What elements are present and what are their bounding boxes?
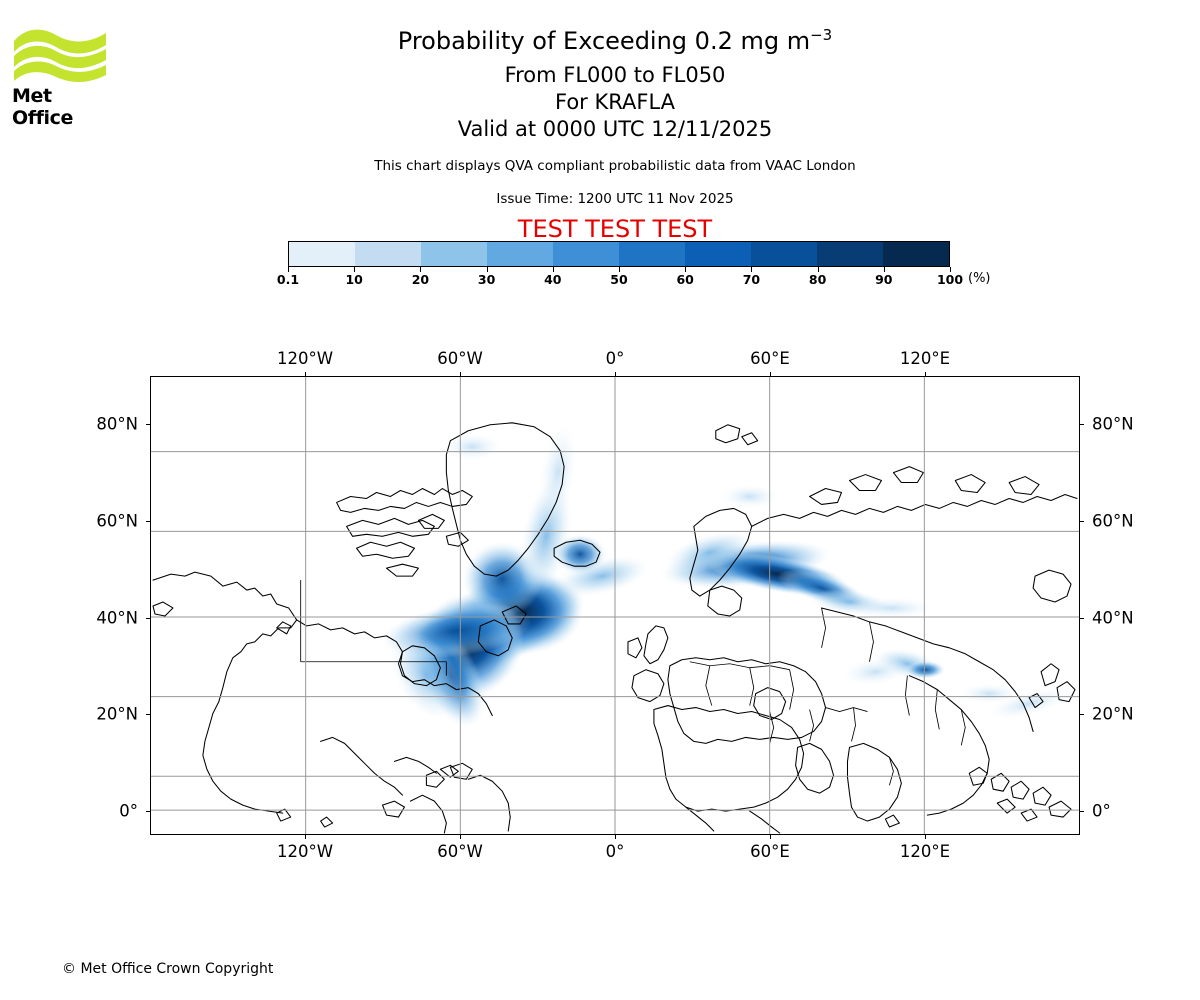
lon-tick-120°E-top bbox=[925, 372, 926, 376]
page-title-exponent: −3 bbox=[810, 26, 833, 44]
lat-label-left-20°N: 20°N bbox=[96, 704, 138, 724]
colorbar-segment-1 bbox=[355, 242, 421, 266]
colorbar-tick-50 bbox=[619, 267, 620, 272]
colorbar-segment-8 bbox=[817, 242, 883, 266]
colorbar-tick-20 bbox=[420, 267, 422, 272]
map-plot-area[interactable] bbox=[150, 376, 1080, 835]
colorbar-segment-3 bbox=[487, 242, 553, 266]
lat-label-left-80°N: 80°N bbox=[96, 414, 138, 434]
lon-tick-60°E-bottom bbox=[770, 835, 771, 839]
colorbar-segment-9 bbox=[883, 242, 949, 266]
volcano-subtitle: For KRAFLA bbox=[555, 90, 675, 114]
colorbar-segment-4 bbox=[553, 242, 619, 266]
lat-tick-60°N-right bbox=[1080, 520, 1084, 522]
lat-label-right-40°N: 40°N bbox=[1092, 608, 1134, 628]
colorbar-tick-label-40: 40 bbox=[544, 272, 562, 287]
lat-tick-0°-right bbox=[1080, 810, 1084, 812]
colorbar-tick-label-60: 60 bbox=[676, 272, 694, 287]
coastlines bbox=[152, 422, 1078, 834]
lon-tick-60°W-top bbox=[460, 372, 461, 376]
issue-time: Issue Time: 1200 UTC 11 Nov 2025 bbox=[496, 191, 734, 207]
lon-label-top-60°W: 60°W bbox=[437, 349, 483, 368]
lat-tick-80°N-right bbox=[1080, 424, 1084, 426]
colorbar-tick-label-100: 100 bbox=[936, 272, 964, 287]
colorbar-tick-80 bbox=[817, 267, 819, 272]
lon-tick-120°E-bottom bbox=[925, 835, 926, 839]
lon-tick-0°-top bbox=[615, 372, 616, 376]
wave-icon bbox=[14, 29, 106, 82]
page-title-text: Probability of Exceeding 0.2 mg m bbox=[397, 27, 811, 55]
lat-tick-20°N-right bbox=[1080, 714, 1084, 716]
lon-label-top-60°E: 60°E bbox=[750, 349, 790, 368]
lat-tick-0°-left bbox=[146, 810, 150, 812]
colorbar-tick-label-50: 50 bbox=[610, 272, 628, 287]
colorbar-tick-label-0.1: 0.1 bbox=[276, 272, 300, 287]
lat-label-right-60°N: 60°N bbox=[1092, 511, 1134, 531]
lon-tick-120°W-bottom bbox=[305, 835, 306, 839]
colorbar-segment-5 bbox=[619, 242, 685, 266]
map-gridlines bbox=[151, 377, 1079, 834]
colorbar-tick-0.1 bbox=[288, 267, 289, 272]
colorbar-tick-10 bbox=[354, 267, 356, 272]
met-office-wave-mark bbox=[12, 25, 108, 83]
lat-tick-80°N-left bbox=[146, 424, 150, 426]
met-office-wordmark: Met Office bbox=[12, 85, 73, 129]
lat-label-left-40°N: 40°N bbox=[96, 608, 138, 628]
test-banner: TEST TEST TEST bbox=[517, 215, 713, 243]
colorbar-tick-label-20: 20 bbox=[411, 272, 430, 287]
qva-note: This chart displays QVA compliant probab… bbox=[374, 158, 856, 174]
colorbar-segment-6 bbox=[685, 242, 751, 266]
lon-label-bottom-0°: 0° bbox=[605, 842, 625, 861]
lat-label-right-0°: 0° bbox=[1092, 801, 1111, 821]
lon-label-bottom-60°W: 60°W bbox=[437, 842, 483, 861]
colorbar-tick-40 bbox=[552, 267, 554, 272]
colorbar-tick-label-80: 80 bbox=[808, 272, 827, 287]
lon-tick-60°W-bottom bbox=[460, 835, 461, 839]
colorbar-tick-30 bbox=[486, 267, 488, 272]
lon-label-bottom-120°W: 120°W bbox=[276, 842, 334, 861]
lon-label-top-0°: 0° bbox=[605, 349, 625, 368]
ash-probability-field bbox=[381, 424, 1072, 728]
lat-label-left-60°N: 60°N bbox=[96, 511, 138, 531]
copyright-notice: © Met Office Crown Copyright bbox=[62, 961, 274, 977]
lat-tick-40°N-right bbox=[1080, 617, 1084, 619]
colorbar-tick-label-90: 90 bbox=[875, 272, 893, 287]
page-title: Probability of Exceeding 0.2 mg m−3 bbox=[150, 26, 1080, 56]
lat-label-left-0°: 0° bbox=[119, 801, 138, 821]
colorbar-gradient bbox=[288, 241, 950, 267]
lon-label-bottom-120°E: 120°E bbox=[899, 842, 951, 861]
lon-label-top-120°E: 120°E bbox=[899, 349, 951, 368]
lon-tick-60°E-top bbox=[770, 372, 771, 376]
colorbar-tick-100 bbox=[950, 267, 951, 272]
lon-tick-120°W-top bbox=[305, 372, 306, 376]
lon-tick-0°-bottom bbox=[615, 835, 616, 839]
colorbar-units-label: (%) bbox=[968, 271, 991, 286]
colorbar-segment-0 bbox=[289, 242, 355, 266]
colorbar-segment-2 bbox=[421, 242, 487, 266]
probability-colorbar: 0.1 10 20 30 40 50 60 70 80 90 100 bbox=[277, 241, 963, 287]
colorbar-tick-90 bbox=[883, 267, 885, 272]
colorbar-tick-label-10: 10 bbox=[345, 272, 363, 287]
lon-label-top-120°W: 120°W bbox=[276, 349, 334, 368]
colorbar-tick-label-70: 70 bbox=[742, 272, 761, 287]
lat-label-right-80°N: 80°N bbox=[1092, 414, 1134, 434]
valid-time-subtitle: Valid at 0000 UTC 12/11/2025 bbox=[457, 117, 773, 141]
flight-level-subtitle: From FL000 to FL050 bbox=[504, 63, 726, 87]
colorbar-segment-7 bbox=[751, 242, 817, 266]
lon-label-bottom-60°E: 60°E bbox=[750, 842, 790, 861]
colorbar-tick-label-30: 30 bbox=[477, 272, 496, 287]
lat-tick-20°N-left bbox=[146, 714, 150, 716]
world-map bbox=[151, 377, 1079, 834]
colorbar-tick-70 bbox=[751, 267, 753, 272]
lat-label-right-20°N: 20°N bbox=[1092, 704, 1134, 724]
met-office-logo: Met Office bbox=[12, 25, 112, 129]
country-borders bbox=[300, 580, 966, 786]
lat-tick-60°N-left bbox=[146, 520, 150, 522]
lat-tick-40°N-left bbox=[146, 617, 150, 619]
colorbar-tick-60 bbox=[685, 267, 687, 272]
